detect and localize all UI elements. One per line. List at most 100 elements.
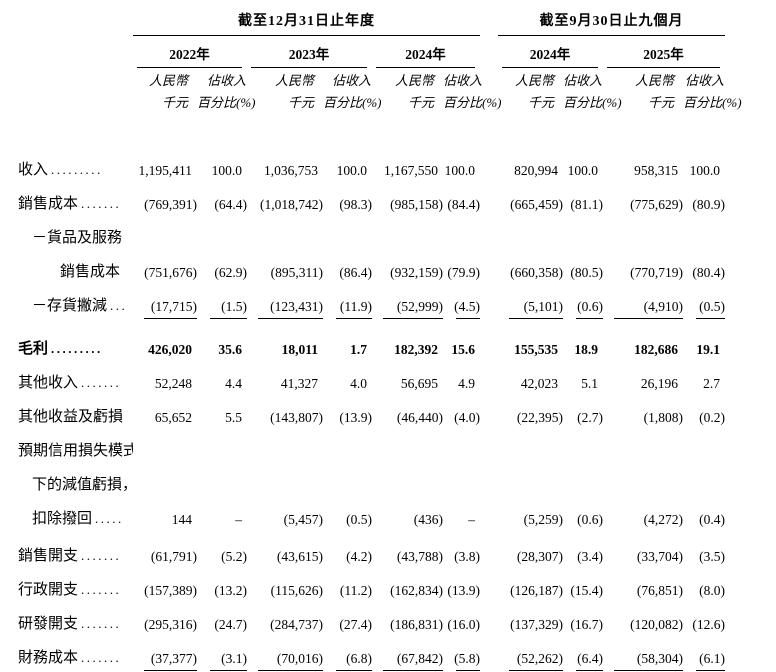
value-cell	[603, 465, 683, 499]
pct-header: 佔收入	[443, 73, 483, 88]
value-cell: 18,011	[281, 342, 318, 357]
row-label: 研發開支.......	[0, 604, 133, 638]
header-spacer	[0, 112, 725, 150]
value-cell: 1,167,550	[384, 163, 438, 178]
value-cell: (27.4)	[339, 617, 372, 632]
value-cell: (13.9)	[339, 410, 372, 425]
row-label: 扣除撥回.....	[0, 499, 133, 533]
value-cell	[563, 431, 603, 465]
value-cell: (86.4)	[339, 265, 372, 280]
dot-leader	[120, 264, 123, 279]
column-gap	[480, 499, 498, 533]
year-header-2023: 2023年	[247, 36, 372, 68]
row-label: －存貨撇減...	[0, 286, 133, 320]
value-cell	[133, 218, 197, 252]
value-cell: (28,307)	[516, 549, 564, 564]
value-cell: (33,704)	[636, 549, 684, 564]
period-group-annual: 截至12月31日止年度	[133, 10, 481, 36]
row-label: 收入.........	[0, 150, 133, 184]
value-cell: 1,036,753	[264, 163, 318, 178]
pct-header: 百分比(%)	[443, 95, 502, 110]
value-cell: (665,459)	[510, 197, 564, 212]
dot-leader	[123, 409, 126, 424]
row-label: 其他收益及虧損	[0, 397, 133, 431]
value-cell	[603, 431, 683, 465]
value-cell: 426,020	[148, 342, 192, 357]
value-cell: (137,329)	[510, 617, 564, 632]
value-cell	[133, 431, 197, 465]
value-cell	[323, 465, 372, 499]
value-cell: 1,195,411	[138, 163, 193, 178]
value-cell	[498, 465, 563, 499]
value-cell: (895,311)	[270, 265, 323, 280]
pct-header: 百分比(%)	[563, 95, 622, 110]
rmb-header: 人民幣	[274, 73, 314, 88]
value-cell	[247, 218, 323, 252]
column-gap	[480, 218, 498, 252]
value-cell	[563, 218, 603, 252]
row-label-text: 毛利	[18, 341, 49, 357]
value-cell: (4.2)	[346, 549, 372, 564]
value-cell: (1.5)	[197, 286, 247, 320]
value-cell: 42,023	[520, 376, 559, 391]
value-cell: (4,272)	[643, 512, 684, 527]
value-cell: (84.4)	[447, 197, 481, 212]
pct-header: 佔收入	[685, 73, 725, 88]
column-gap	[480, 286, 498, 320]
value-cell	[323, 218, 372, 252]
value-cell: –	[235, 512, 242, 527]
value-cell: 144	[171, 512, 192, 527]
table-row: 毛利......... 426,020 35.6 18,011 1.7 182,392 15…	[0, 329, 725, 363]
row-label-text: 銷售成本	[60, 264, 121, 280]
value-cell: (5,101)	[498, 286, 564, 320]
pct-header: 佔收入	[331, 73, 371, 88]
value-cell: (5,457)	[283, 512, 323, 527]
value-cell: (4.0)	[454, 410, 481, 425]
value-cell: (81.1)	[570, 197, 604, 212]
value-cell: (80.9)	[692, 197, 726, 212]
value-cell: (37,377)	[133, 638, 197, 672]
value-cell: (6.4)	[563, 638, 604, 672]
table-row: 下的減值虧損，	[0, 465, 725, 499]
column-gap	[480, 397, 498, 431]
value-cell: (43,788)	[396, 549, 443, 564]
value-cell	[372, 218, 443, 252]
value-cell: (1,808)	[643, 410, 684, 425]
year-header-2022: 2022年	[133, 36, 247, 68]
value-cell: (932,159)	[390, 265, 443, 280]
value-cell: (22,395)	[516, 410, 564, 425]
value-cell: (769,391)	[144, 197, 197, 212]
table-row: 財務成本....... (37,377) (3.1) (70,016) (6.8) (67…	[0, 638, 726, 672]
thousand-header: 千元	[528, 95, 555, 110]
value-cell: –	[468, 512, 476, 527]
row-spacer	[0, 320, 725, 329]
row-label: 財務成本.......	[0, 638, 133, 672]
dot-leader: .....	[95, 511, 124, 526]
value-cell: 820,994	[514, 163, 559, 178]
table-row: 銷售成本 (751,676) (62.9) (895,311) (86.4) (932,1…	[0, 252, 725, 286]
value-cell: (4.5)	[443, 286, 481, 320]
column-gap	[480, 570, 498, 604]
value-cell	[498, 431, 563, 465]
year-header-2024: 2024年	[372, 36, 480, 68]
row-label: 毛利.........	[0, 329, 133, 363]
pct-header: 百分比(%)	[197, 95, 256, 110]
value-cell: (98.3)	[339, 197, 372, 212]
row-label: 銷售開支.......	[0, 536, 133, 570]
value-cell: 100.0	[689, 163, 721, 178]
value-cell: (61,791)	[150, 549, 197, 564]
period-group-interim: 截至9月30日止九個月	[498, 10, 726, 36]
year-header-9m2025: 2025年	[603, 36, 725, 68]
row-label: 銷售成本	[0, 252, 133, 286]
label-column-header	[0, 90, 133, 112]
value-cell: (0.5)	[683, 286, 726, 320]
rmb-header: 人民幣	[394, 73, 434, 88]
value-cell	[372, 431, 443, 465]
label-column-header	[0, 68, 133, 90]
value-cell: (5,259)	[523, 512, 564, 527]
table-row: 扣除撥回..... 144 – (5,457) (0.5) (436) – (5,259) (0…	[0, 499, 725, 533]
dot-leader: ...	[110, 298, 128, 313]
value-cell: (79.9)	[447, 265, 481, 280]
row-label-text: －存貨撇減	[32, 298, 108, 314]
value-cell	[683, 218, 725, 252]
